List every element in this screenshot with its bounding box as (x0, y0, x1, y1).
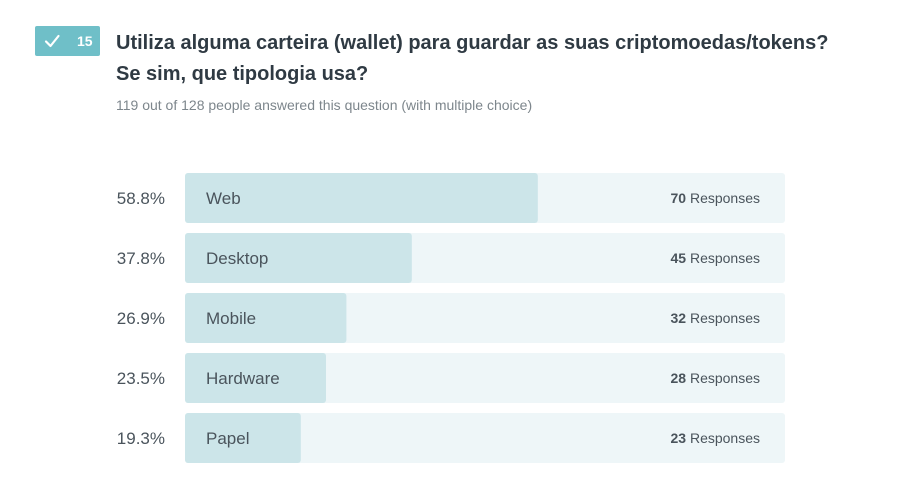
bar-row-web: 58.8% Web 70 Responses (117, 173, 785, 223)
bar-track-papel (185, 413, 785, 463)
bar-desktop (185, 233, 412, 283)
bar-hardware (185, 353, 326, 403)
bar-mobile (185, 293, 347, 343)
bar-row-desktop: 37.8% Desktop 45 Responses (117, 233, 785, 283)
bar-papel (185, 413, 301, 463)
percent-label-desktop: 37.8% (117, 249, 165, 268)
percent-label-papel: 19.3% (117, 429, 165, 448)
responses-label-desktop: 45 Responses (670, 250, 760, 266)
bar-track-hardware (185, 353, 785, 403)
category-label-mobile: Mobile (206, 309, 256, 328)
percent-label-web: 58.8% (117, 189, 165, 208)
responses-label-web: 70 Responses (670, 190, 760, 206)
question-title: Utiliza alguma carteira (wallet) para gu… (116, 32, 829, 85)
check-icon (44, 34, 60, 48)
bar-row-papel: 19.3% Papel 23 Responses (117, 413, 785, 463)
question-number-badge: 15 (35, 26, 100, 56)
responses-label-mobile: 32 Responses (670, 310, 760, 326)
category-label-desktop: Desktop (206, 249, 268, 268)
responses-label-papel: 23 Responses (670, 430, 760, 446)
responses-label-hardware: 28 Responses (670, 370, 760, 386)
category-label-papel: Papel (206, 429, 249, 448)
bar-web (185, 173, 538, 223)
percent-label-mobile: 26.9% (117, 309, 165, 328)
question-answer-summary: 119 out of 128 people answered this ques… (116, 97, 533, 113)
bar-row-hardware: 23.5% Hardware 28 Responses (117, 353, 785, 403)
category-label-web: Web (206, 189, 241, 208)
percent-label-hardware: 23.5% (117, 369, 165, 388)
bar-row-mobile: 26.9% Mobile 32 Responses (117, 293, 785, 343)
category-label-hardware: Hardware (206, 369, 280, 388)
question-number: 15 (77, 33, 93, 49)
